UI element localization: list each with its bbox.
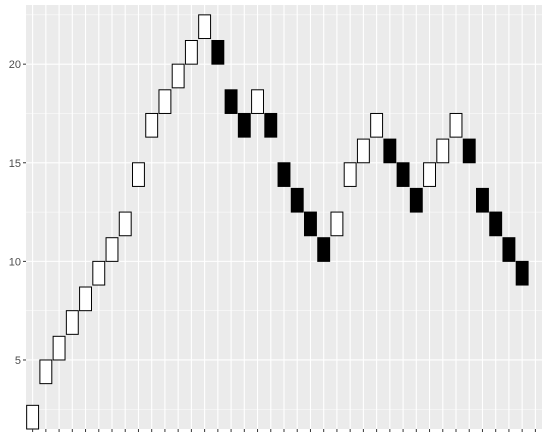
brick-up [65, 310, 79, 335]
brick-up [26, 404, 40, 430]
brick-up [52, 335, 66, 361]
grid-lines [26, 5, 542, 429]
brick-up [356, 138, 370, 164]
brick-up [198, 14, 212, 40]
brick-down [317, 237, 331, 262]
brick-down [383, 138, 397, 164]
bricks [26, 14, 529, 430]
brick-down [489, 211, 503, 237]
brick-down [502, 237, 516, 262]
brick-up [158, 89, 172, 114]
brick-up [92, 260, 106, 286]
brick-up [118, 211, 132, 237]
brick-up [423, 162, 436, 187]
brick-up [39, 359, 53, 385]
brick-down [290, 187, 304, 213]
y-tick-label: 10 [9, 256, 21, 268]
brick-down [237, 112, 251, 138]
y-tick-label: 20 [9, 59, 21, 71]
brick-up [132, 162, 145, 187]
brick-down [211, 39, 225, 65]
x-axis [32, 429, 536, 432]
brick-up [184, 39, 198, 65]
brick-down [476, 187, 489, 213]
brick-up [370, 112, 384, 138]
brick-down [462, 138, 476, 164]
brick-up [449, 112, 463, 138]
brick-up [251, 89, 264, 114]
brick-down [277, 162, 291, 187]
brick-up [105, 237, 119, 262]
y-tick-label: 5 [15, 355, 21, 367]
brick-down [264, 112, 278, 138]
brick-up [343, 162, 357, 187]
y-tick-label: 15 [9, 158, 21, 170]
brick-up [79, 286, 92, 312]
brick-up [330, 211, 344, 237]
y-axis: 5 10 15 20 [9, 59, 26, 367]
brick-up [171, 63, 185, 89]
brick-up [145, 112, 159, 138]
brick-down [409, 187, 423, 213]
brick-down [396, 162, 410, 187]
brick-down [304, 211, 317, 237]
brick-down [224, 89, 238, 114]
brick-up [436, 138, 450, 164]
brick-down [515, 260, 529, 286]
